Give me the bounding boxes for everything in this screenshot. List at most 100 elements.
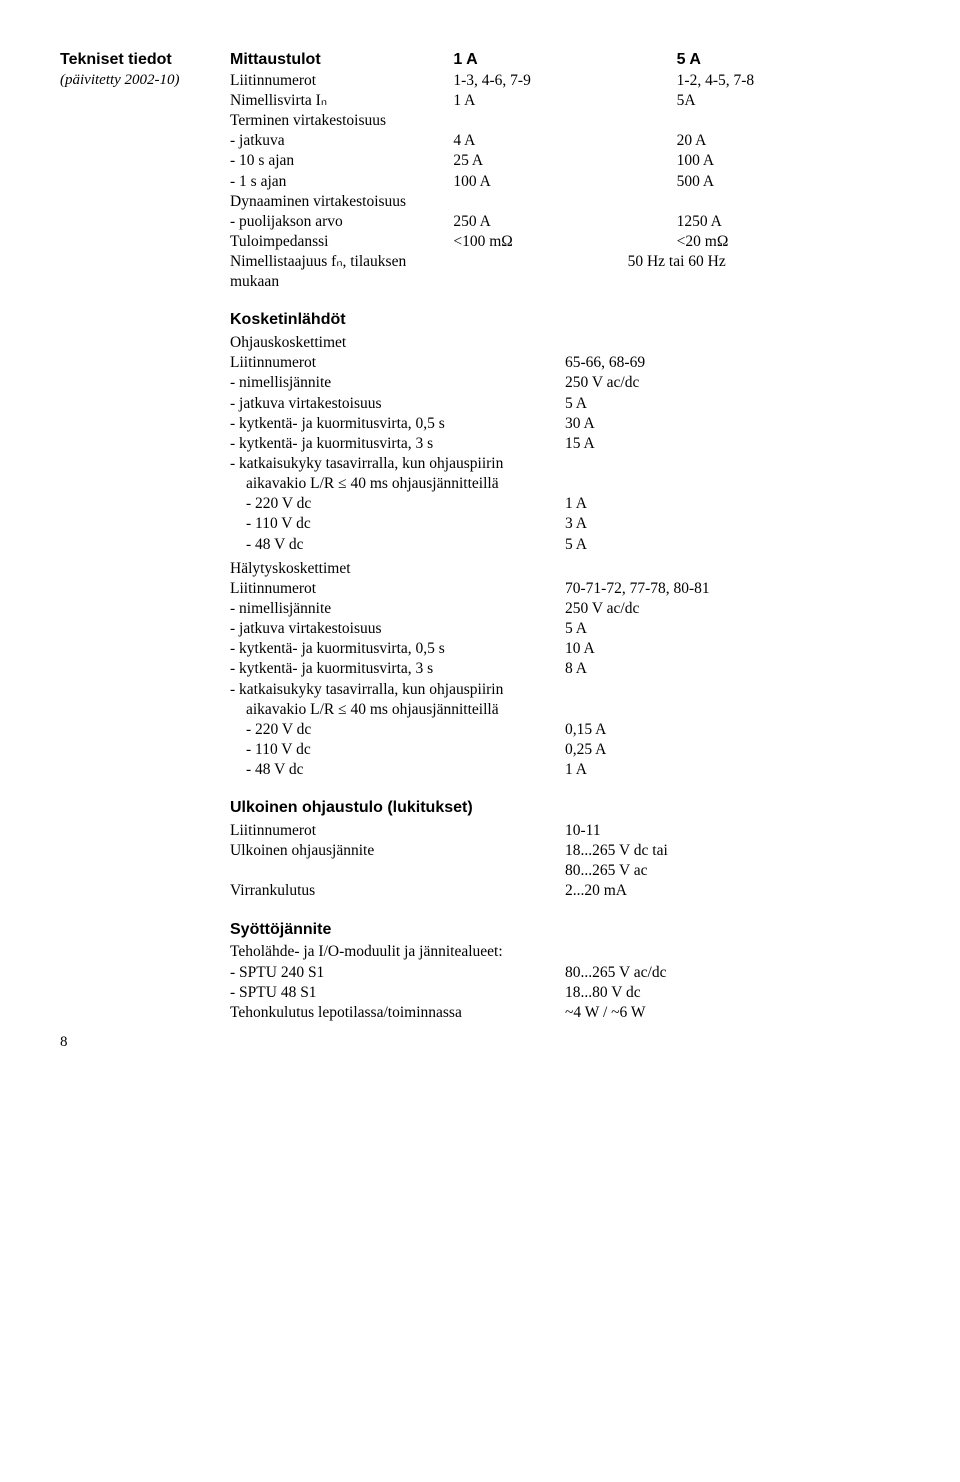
row-value: 5 A [565, 619, 900, 639]
row-value: 0,25 A [565, 740, 900, 760]
row-value: ~4 W / ~6 W [565, 1003, 900, 1023]
row-label: Terminen virtakestoisuus [230, 111, 453, 131]
row-label: - SPTU 240 S1 [230, 963, 565, 983]
row-value: 2...20 mA [565, 881, 900, 901]
row-label: Nimellistaajuus fₙ, tilauksen mukaan [230, 252, 453, 292]
table-row: - kytkentä- ja kuormitusvirta, 3 s15 A [230, 434, 900, 454]
syotto-table: Teholähde- ja I/O-moduulit ja jännitealu… [230, 942, 900, 1023]
row-value: 70-71-72, 77-78, 80-81 [565, 579, 900, 599]
table-row: - 1 s ajan100 A500 A [230, 172, 900, 192]
row-label: Virrankulutus [230, 881, 565, 901]
row-label: - 1 s ajan [230, 172, 453, 192]
row-value: <20 mΩ [677, 232, 900, 252]
left-title: Tekniset tiedot [60, 50, 215, 71]
row-value: 100 A [453, 172, 676, 192]
table-row: Liitinnumerot1-3, 4-6, 7-91-2, 4-5, 7-8 [230, 71, 900, 91]
row-label: - nimellisjännite [230, 599, 565, 619]
row-value: 25 A [453, 151, 676, 171]
row-value: 5 A [565, 535, 900, 555]
row-label: - kytkentä- ja kuormitusvirta, 3 s [230, 434, 565, 454]
row-value [677, 192, 900, 212]
halytys-table: Liitinnumerot70-71-72, 77-78, 80-81- nim… [230, 579, 900, 780]
row-value: 250 V ac/dc [565, 373, 900, 393]
row-label: - 10 s ajan [230, 151, 453, 171]
row-value: 1 A [565, 494, 900, 514]
table-row: 80...265 V ac [230, 861, 900, 881]
row-label: - kytkentä- ja kuormitusvirta, 0,5 s [230, 639, 565, 659]
row-value: 18...80 V dc [565, 983, 900, 1003]
page-number: 8 [60, 1033, 68, 1053]
row-value: 15 A [565, 434, 900, 454]
row-label: - 110 V dc [230, 514, 565, 534]
section-heading: Kosketinlähdöt [230, 310, 900, 331]
table-row: Liitinnumerot65-66, 68-69 [230, 353, 900, 373]
table-row: - nimellisjännite250 V ac/dc [230, 373, 900, 393]
table-row: - jatkuva virtakestoisuus5 A [230, 619, 900, 639]
row-label: - 48 V dc [230, 535, 565, 555]
section-heading: Ulkoinen ohjaustulo (lukitukset) [230, 798, 900, 819]
row-label: aikavakio L/R ≤ 40 ms ohjausjännitteillä [230, 474, 565, 494]
main-column: Mittaustulot 1 A 5 A Liitinnumerot1-3, 4… [230, 50, 900, 1023]
row-value: 8 A [565, 659, 900, 679]
table-row: Teholähde- ja I/O-moduulit ja jännitealu… [230, 942, 900, 962]
ulkoinen-table: Liitinnumerot10-11Ulkoinen ohjausjännite… [230, 821, 900, 902]
row-value: 250 A [453, 212, 676, 232]
row-value: 4 A [453, 131, 676, 151]
row-label: Liitinnumerot [230, 579, 565, 599]
row-label: Nimellisvirta Iₙ [230, 91, 453, 111]
row-label: - 220 V dc [230, 494, 565, 514]
row-label: Liitinnumerot [230, 821, 565, 841]
row-value: 18...265 V dc tai [565, 841, 900, 861]
ohjaus-table: Liitinnumerot65-66, 68-69- nimellisjänni… [230, 353, 900, 554]
row-label: - 110 V dc [230, 740, 565, 760]
row-value: 10 A [565, 639, 900, 659]
row-label: - kytkentä- ja kuormitusvirta, 3 s [230, 659, 565, 679]
table-row: Nimellistaajuus fₙ, tilauksen mukaan50 H… [230, 252, 900, 292]
row-value [677, 111, 900, 131]
row-value: <100 mΩ [453, 232, 676, 252]
table-row: - 48 V dc5 A [230, 535, 900, 555]
table-row: Nimellisvirta Iₙ1 A5A [230, 91, 900, 111]
row-value: 80...265 V ac/dc [565, 963, 900, 983]
row-label: Tehonkulutus lepotilassa/toiminnassa [230, 1003, 565, 1023]
row-label: - 48 V dc [230, 760, 565, 780]
row-value: 50 Hz tai 60 Hz [453, 252, 900, 292]
left-subtitle: (päivitetty 2002-10) [60, 71, 215, 91]
row-label: Dynaaminen virtakestoisuus [230, 192, 453, 212]
table-row: Mittaustulot 1 A 5 A [230, 50, 900, 71]
row-label: - katkaisukyky tasavirralla, kun ohjausp… [230, 454, 565, 474]
col-header: 5 A [677, 50, 900, 71]
row-value: 1-3, 4-6, 7-9 [453, 71, 676, 91]
section-heading: Syöttöjännite [230, 920, 900, 941]
row-value: 30 A [565, 414, 900, 434]
table-row: Ulkoinen ohjausjännite18...265 V dc tai [230, 841, 900, 861]
table-row: - puolijakson arvo250 A1250 A [230, 212, 900, 232]
row-value: 5 A [565, 394, 900, 414]
row-label: Tuloimpedanssi [230, 232, 453, 252]
row-value: 0,15 A [565, 720, 900, 740]
table-row: - nimellisjännite250 V ac/dc [230, 599, 900, 619]
table-row: - kytkentä- ja kuormitusvirta, 0,5 s10 A [230, 639, 900, 659]
row-value: 250 V ac/dc [565, 599, 900, 619]
subsection-heading: Ohjauskoskettimet [230, 333, 900, 353]
row-value: 80...265 V ac [565, 861, 900, 881]
table-row: Liitinnumerot70-71-72, 77-78, 80-81 [230, 579, 900, 599]
row-value: 5A [677, 91, 900, 111]
table-row: - 110 V dc0,25 A [230, 740, 900, 760]
row-value [565, 474, 900, 494]
row-value: 20 A [677, 131, 900, 151]
row-label: Teholähde- ja I/O-moduulit ja jännitealu… [230, 942, 565, 962]
row-value [453, 111, 676, 131]
row-value: 100 A [677, 151, 900, 171]
table-row: Tuloimpedanssi<100 mΩ<20 mΩ [230, 232, 900, 252]
table-row: - 110 V dc3 A [230, 514, 900, 534]
subsection-heading: Hälytyskoskettimet [230, 559, 900, 579]
row-value [565, 942, 900, 962]
row-value: 10-11 [565, 821, 900, 841]
row-value: 1-2, 4-5, 7-8 [677, 71, 900, 91]
row-value [565, 680, 900, 700]
table-row: - kytkentä- ja kuormitusvirta, 0,5 s30 A [230, 414, 900, 434]
row-value [565, 454, 900, 474]
table-row: Virrankulutus2...20 mA [230, 881, 900, 901]
table-row: - katkaisukyky tasavirralla, kun ohjausp… [230, 454, 900, 474]
